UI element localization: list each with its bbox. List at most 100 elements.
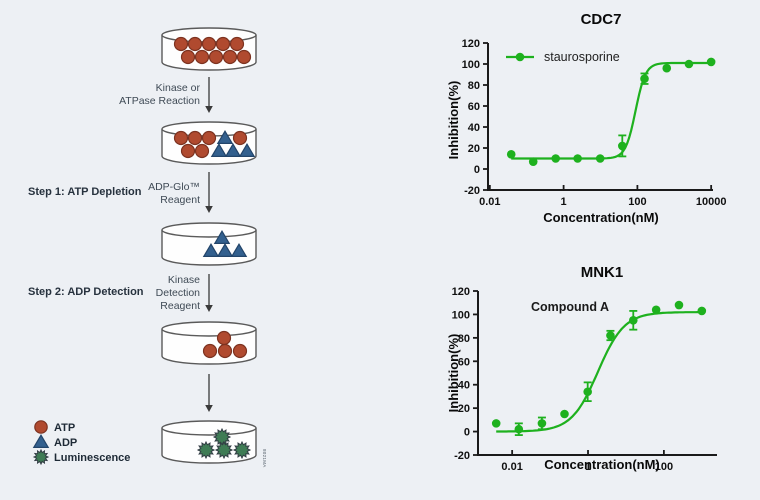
- cdc7-plot-area: 0.01 1 100 10000 -20 0 20 40 60 80 100 120: [462, 38, 727, 208]
- adp-molecule-icon: [216, 130, 234, 144]
- legend-label-luminescence: Luminescence: [54, 452, 130, 464]
- cdc7-chart: CDC7 0.01 1 100 10000 -20 0 20 40 60 80 100 120 sta…: [446, 11, 727, 225]
- mnk1-y-axis-label: Inhibition(%): [446, 334, 461, 413]
- luminescence-burst-icon: [214, 440, 234, 460]
- legend-dot-marker: [515, 52, 525, 62]
- x-tick-label: 0.01: [501, 461, 522, 473]
- atp-molecule-icon: [229, 36, 245, 52]
- legend-label-atp: ATP: [54, 422, 75, 434]
- atp-molecule-icon: [194, 49, 210, 65]
- luminescence-burst-icon: [32, 448, 50, 466]
- data-point: [506, 150, 516, 159]
- adp-molecule-icon: [202, 243, 220, 257]
- flow-arrow-icon: [205, 172, 213, 213]
- y-tick-label: 100: [452, 309, 470, 321]
- data-point: [491, 419, 501, 428]
- x-tick-label: 10000: [696, 196, 727, 208]
- data-point: [706, 57, 716, 67]
- flow-arrow-icon: [205, 274, 213, 312]
- adp-molecule-icon: [216, 243, 234, 257]
- adp-molecule-icon: [210, 143, 228, 157]
- y-tick-label: 80: [468, 80, 480, 92]
- atp-molecule-icon: [202, 343, 218, 359]
- y-tick-label: 40: [458, 380, 470, 392]
- kinase-reaction-label-line2: ATPase Reaction: [119, 95, 200, 107]
- atp-molecule-icon: [216, 330, 232, 346]
- y-tick-label: 40: [468, 122, 480, 134]
- adp-glo-reagent-label-line1: ADP-Glo™: [148, 181, 200, 193]
- y-tick-label: 0: [474, 164, 480, 176]
- adp-glo-reagent-label-line2: Reagent: [160, 194, 200, 206]
- luminescence-burst-icon: [232, 440, 252, 460]
- adp-molecule-icon: [224, 143, 242, 157]
- data-point: [662, 63, 672, 73]
- cdc7-x-axis-label: Concentration(nM): [543, 210, 659, 225]
- data-point: [684, 59, 694, 69]
- y-tick-label: 120: [452, 286, 470, 298]
- y-tick-label: 20: [468, 143, 480, 155]
- atp-molecule-icon: [232, 343, 248, 359]
- dish-rim: [161, 222, 257, 238]
- data-point: [674, 300, 684, 310]
- cdc7-title: CDC7: [581, 11, 622, 28]
- atp-molecule-icon: [173, 130, 189, 146]
- data-point: [560, 409, 569, 419]
- data-point: [583, 387, 592, 397]
- y-tick-label: 80: [458, 333, 470, 345]
- atp-molecule-icon: [187, 130, 203, 146]
- cdc7-y-axis-label: Inhibition(%): [446, 81, 461, 160]
- fit-curve: [511, 61, 712, 160]
- workflow-diagram: Kinase or ATPase Reaction ADP-Glo™ Reage…: [28, 27, 267, 468]
- atp-molecule-icon: [201, 130, 217, 146]
- atp-molecule-icon: [187, 36, 203, 52]
- assay-dish: [161, 121, 257, 165]
- x-tick-label: 0.01: [479, 196, 500, 208]
- data-point: [528, 157, 538, 166]
- atp-molecule-icon: [194, 143, 210, 159]
- assay-dish: [161, 222, 257, 266]
- y-tick-label: -20: [454, 450, 470, 462]
- adp-molecule-icon: [230, 243, 248, 257]
- flow-arrow-icon: [205, 77, 213, 113]
- fit-curve: [496, 311, 702, 433]
- x-tick-label: 100: [628, 196, 646, 208]
- data-point: [697, 306, 707, 316]
- y-tick-label: 0: [464, 427, 470, 439]
- data-point: [651, 305, 661, 315]
- atp-molecule-icon: [201, 36, 217, 52]
- y-tick-label: -20: [464, 185, 480, 197]
- atp-molecule-icon: [222, 49, 238, 65]
- y-tick-label: 120: [462, 38, 480, 50]
- data-point: [551, 154, 560, 163]
- step1-label: Step 1: ATP Depletion: [28, 186, 142, 198]
- data-point: [618, 141, 627, 151]
- kinase-detection-label-line3: Reagent: [160, 300, 200, 312]
- kinase-reaction-label-line1: Kinase or: [156, 82, 201, 94]
- data-point: [628, 315, 638, 325]
- assay-dish: [161, 321, 257, 365]
- atp-molecule-icon: [217, 343, 233, 359]
- y-tick-label: 60: [468, 101, 480, 113]
- figure-code: 8021MA: [262, 449, 267, 468]
- atp-molecule-icon: [34, 420, 48, 434]
- x-tick-label: 1: [585, 461, 591, 473]
- assay-dishes: [161, 27, 257, 464]
- x-tick-label: 1: [561, 196, 567, 208]
- workflow-arrows: [205, 77, 213, 412]
- atp-molecule-icon: [215, 36, 231, 52]
- mnk1-compound-annotation: Compound A: [531, 300, 609, 314]
- flow-arrow-icon: [205, 374, 213, 412]
- legend-label-adp: ADP: [54, 437, 77, 449]
- mnk1-plot-area: 0.01 1 100 -20 0 20 40 60 80 100 120: [452, 286, 717, 473]
- atp-molecule-icon: [208, 49, 224, 65]
- x-tick-label: 100: [655, 461, 673, 473]
- atp-molecule-icon: [180, 49, 196, 65]
- adp-molecule-icon: [213, 230, 231, 244]
- data-point: [595, 154, 605, 163]
- mnk1-x-axis-label: Concentration(nM): [544, 457, 660, 472]
- dish-rim: [161, 321, 257, 337]
- kinase-detection-label-line1: Kinase: [168, 274, 200, 286]
- y-tick-label: 60: [458, 356, 470, 368]
- data-point: [537, 419, 547, 428]
